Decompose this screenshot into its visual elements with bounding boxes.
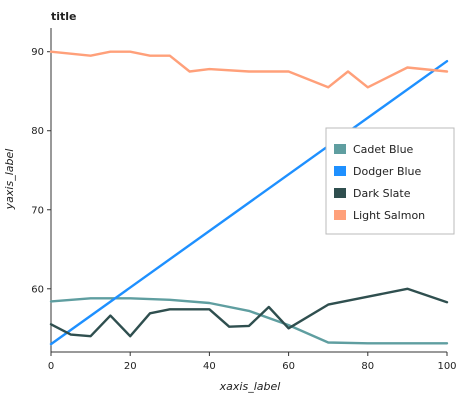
y-tick-label: 90 <box>31 47 44 58</box>
y-tick-label: 80 <box>31 126 44 137</box>
series-layer <box>49 50 449 346</box>
legend-label: Light Salmon <box>353 209 425 222</box>
x-tick-label: 60 <box>282 361 295 372</box>
y-tick-label: 60 <box>31 284 44 295</box>
x-tick-label: 40 <box>203 361 216 372</box>
series-line-dodger-blue <box>49 60 449 346</box>
legend-label: Dark Slate <box>353 187 411 200</box>
legend-swatch <box>334 166 346 176</box>
series-line-cadet-blue <box>49 297 449 345</box>
legend-swatch <box>334 144 346 154</box>
x-tick-label: 0 <box>48 361 54 372</box>
legend-swatch <box>334 188 346 198</box>
chart-title: title <box>51 10 77 23</box>
x-axis-title: xaxis_label <box>219 380 281 393</box>
legend-box <box>325 127 455 235</box>
x-tick-label: 80 <box>361 361 374 372</box>
series-line-light-salmon <box>49 50 449 89</box>
legend-label: Dodger Blue <box>353 165 422 178</box>
legend: Cadet Blue Dodger Blue Dark Slate Light Sal… <box>325 127 455 235</box>
legend-label: Cadet Blue <box>353 143 414 156</box>
x-tick-label: 100 <box>437 361 456 372</box>
x-tick-label: 20 <box>124 361 137 372</box>
y-axis-title-group: yaxis_label <box>3 149 16 211</box>
series-line-dark-slate <box>49 287 449 338</box>
axes: 60 70 80 90 0 20 40 60 80 100 <box>31 28 457 372</box>
y-axis-title: yaxis_label <box>3 149 16 211</box>
y-tick-label: 70 <box>31 205 44 216</box>
legend-swatch <box>334 210 346 220</box>
